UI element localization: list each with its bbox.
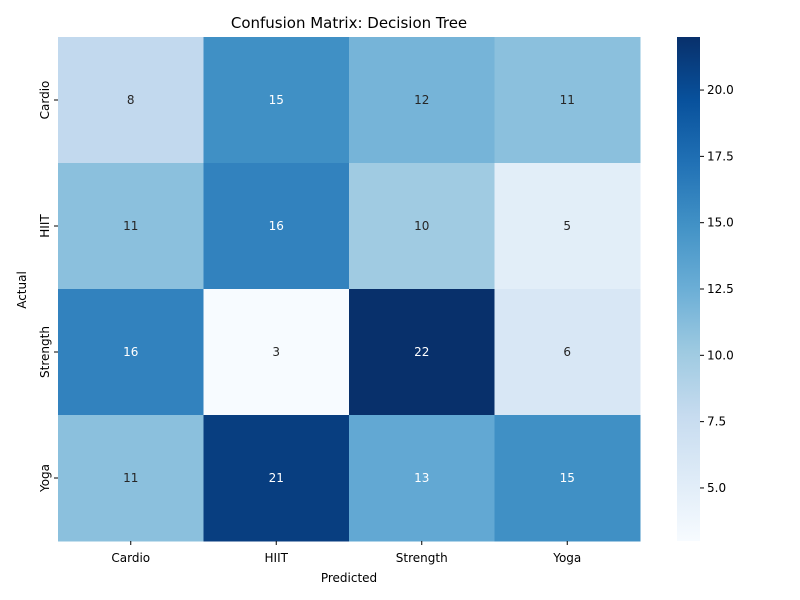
- colorbar-ticks: 5.0 7.5 10.0 12.5 15.0 17.5 20.0: [700, 83, 734, 495]
- cell-value-label: 15: [269, 93, 284, 107]
- cell-value-label: 6: [563, 345, 571, 359]
- heatmap-cell: [349, 415, 495, 542]
- cell-value-label: 5: [563, 219, 571, 233]
- heatmap-cell: [494, 289, 641, 416]
- heatmap-cell: [203, 163, 350, 290]
- chart-title: Confusion Matrix: Decision Tree: [231, 14, 467, 32]
- cell-value-label: 16: [269, 219, 284, 233]
- heatmap-cell: [349, 163, 495, 290]
- heatmap-cells: 8 15 12 11 11 16 10 5 16 3 22 6 11 21 13 15: [58, 37, 641, 542]
- y-tick-label: Strength: [38, 326, 52, 378]
- cell-value-label: 8: [127, 93, 135, 107]
- y-tick-label: Yoga: [38, 464, 52, 493]
- cell-value-label: 13: [414, 471, 429, 485]
- heatmap-cell: [494, 163, 641, 290]
- cell-value-label: 22: [414, 345, 429, 359]
- cell-value-label: 16: [123, 345, 138, 359]
- heatmap-cell: [58, 37, 204, 164]
- x-axis-label: Predicted: [321, 571, 377, 585]
- heatmap-cell: [58, 289, 204, 416]
- heatmap-cell: [58, 415, 204, 542]
- y-axis-label: Actual: [15, 271, 29, 309]
- x-tick-label: HIIT: [265, 551, 289, 565]
- y-axis-ticks: Cardio HIIT Strength Yoga: [38, 81, 58, 493]
- heatmap-cell: [58, 163, 204, 290]
- heatmap-cell: [494, 415, 641, 542]
- heatmap-cell: [349, 37, 495, 164]
- colorbar-tick-label: 17.5: [707, 149, 734, 163]
- cell-value-label: 21: [269, 471, 284, 485]
- cell-value-label: 11: [123, 471, 138, 485]
- cell-value-label: 11: [123, 219, 138, 233]
- x-tick-label: Yoga: [552, 551, 581, 565]
- y-tick-label: Cardio: [38, 81, 52, 120]
- colorbar-tick-label: 20.0: [707, 83, 734, 97]
- x-tick-label: Cardio: [111, 551, 150, 565]
- colorbar-tick-label: 10.0: [707, 348, 734, 362]
- x-axis-ticks: Cardio HIIT Strength Yoga: [111, 541, 581, 565]
- colorbar-tick-label: 5.0: [707, 481, 726, 495]
- heatmap-cell: [203, 37, 350, 164]
- y-tick-label: HIIT: [38, 214, 52, 238]
- cell-value-label: 15: [560, 471, 575, 485]
- colorbar: [677, 37, 700, 541]
- cell-value-label: 3: [272, 345, 280, 359]
- cell-value-label: 12: [414, 93, 429, 107]
- heatmap-cell: [494, 37, 641, 164]
- heatmap-cell: [203, 289, 350, 416]
- x-tick-label: Strength: [396, 551, 448, 565]
- cell-value-label: 10: [414, 219, 429, 233]
- heatmap-cell: [203, 415, 350, 542]
- colorbar-tick-label: 12.5: [707, 282, 734, 296]
- cell-value-label: 11: [560, 93, 575, 107]
- heatmap-cell: [349, 289, 495, 416]
- colorbar-tick-label: 7.5: [707, 415, 726, 429]
- colorbar-tick-label: 15.0: [707, 216, 734, 230]
